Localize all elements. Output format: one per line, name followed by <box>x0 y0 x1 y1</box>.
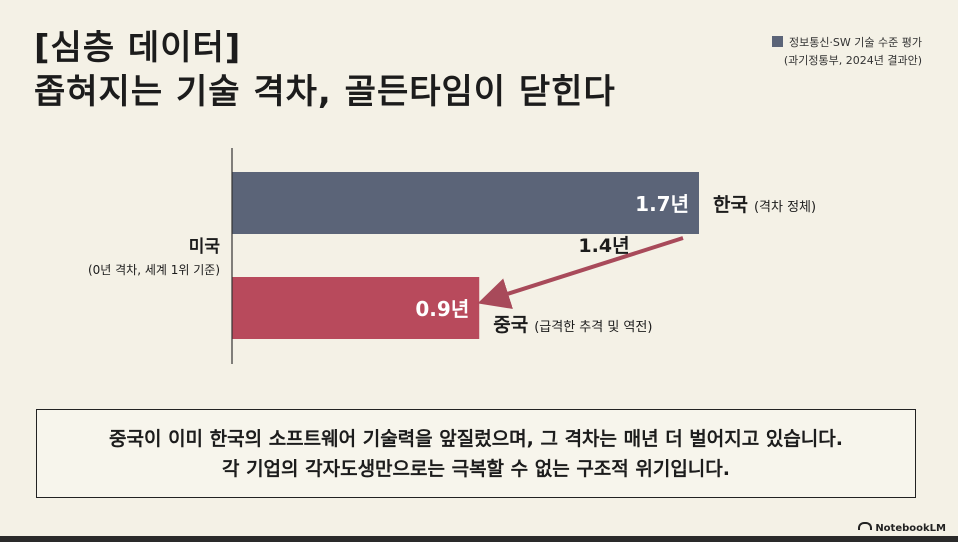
brand-logo: NotebookLM <box>858 522 946 534</box>
page-title-line1: [심층 데이터] <box>34 28 242 68</box>
source-block: 정보통신·SW 기술 수준 평가 (과기정통부, 2024년 결과안) <box>771 34 922 70</box>
summary-box: 중국이 이미 한국의 소프트웨어 기술력을 앞질렀으며, 그 격차는 매년 더 … <box>36 409 916 498</box>
bar-1 <box>232 277 480 339</box>
baseline-sublabel: (0년 격차, 세계 1위 기준) <box>88 263 220 277</box>
bar-value-label-0: 1.7년 <box>635 192 689 216</box>
summary-line2: 각 기업의 각자도생만으로는 극복할 수 없는 구조적 위기입니다. <box>221 457 730 480</box>
title-block: [심층 데이터] 좁혀지는 기술 격차, 골든타임이 닫힌다 <box>34 26 616 114</box>
source-note: (과기정통부, 2024년 결과안) <box>783 54 922 67</box>
gap-annotation-label: 1.4년 <box>578 235 629 257</box>
bottom-strip <box>0 536 958 542</box>
bar-value-label-1: 0.9년 <box>415 297 469 321</box>
bar-0 <box>232 172 699 234</box>
legend-entry: 정보통신·SW 기술 수준 평가 <box>771 34 922 52</box>
category-label-0: 한국 (격차 정체) <box>713 194 816 216</box>
legend-label: 정보통신·SW 기술 수준 평가 <box>788 36 922 49</box>
legend-swatch <box>771 36 783 47</box>
category-label-1: 중국 (급격한 추격 및 역전) <box>493 314 652 336</box>
notebook-icon <box>858 522 873 530</box>
page-title-line2: 좁혀지는 기술 격차, 골든타임이 닫힌다 <box>34 72 616 112</box>
brand-name: NotebookLM <box>875 523 946 534</box>
baseline-label: 미국 <box>189 237 221 257</box>
summary-line1: 중국이 이미 한국의 소프트웨어 기술력을 앞질렀으며, 그 격차는 매년 더 … <box>109 427 843 450</box>
gap-arrow <box>477 236 684 309</box>
